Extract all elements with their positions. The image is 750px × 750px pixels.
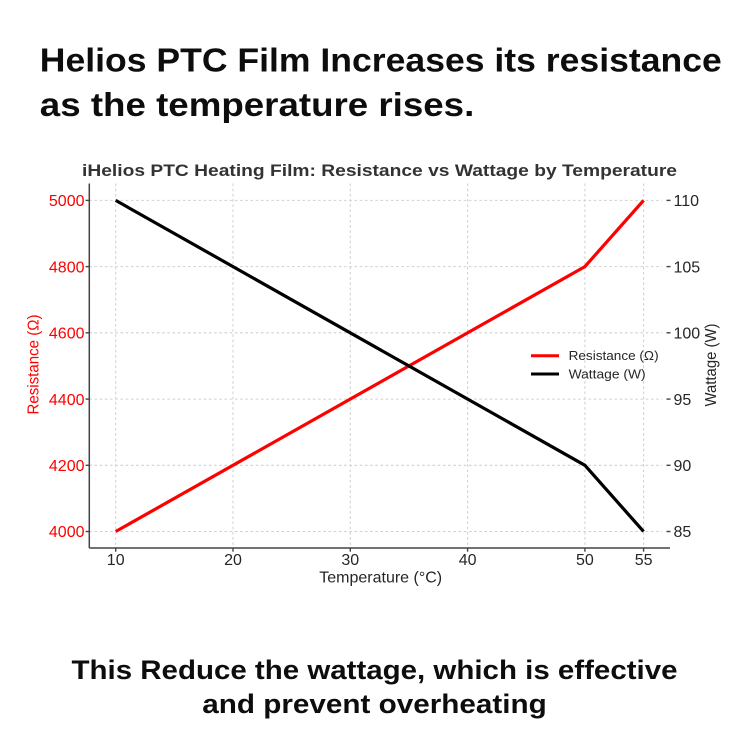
svg-text:110: 110 [674,193,700,210]
svg-text:as the temperature rises.: as the temperature rises. [40,86,475,123]
svg-text:5000: 5000 [49,193,85,210]
svg-text:Resistance (Ω): Resistance (Ω) [569,349,659,363]
svg-text:105: 105 [674,259,701,276]
svg-text:100: 100 [674,326,701,343]
svg-text:90: 90 [674,458,692,475]
svg-text:Wattage (W): Wattage (W) [569,368,646,382]
svg-text:iHelios PTC Heating Film: Resi: iHelios PTC Heating Film: Resistance vs … [82,161,677,180]
svg-text:4800: 4800 [49,259,85,276]
svg-text:This Reduce the wattage, which: This Reduce the wattage, which is effect… [72,655,678,685]
svg-text:4400: 4400 [49,392,85,409]
svg-text:4000: 4000 [49,524,85,541]
svg-text:and prevent overheating: and prevent overheating [202,689,546,719]
svg-text:4200: 4200 [49,458,85,475]
svg-text:50: 50 [576,552,594,569]
svg-text:Wattage (W): Wattage (W) [703,324,720,407]
svg-text:30: 30 [341,552,359,569]
svg-text:Temperature (°C): Temperature (°C) [319,570,442,587]
svg-text:Helios PTC Film Increases its: Helios PTC Film Increases its resistance [40,41,722,78]
svg-text:Resistance (Ω): Resistance (Ω) [26,315,43,415]
svg-text:40: 40 [459,552,477,569]
svg-text:55: 55 [635,552,653,569]
svg-text:95: 95 [674,392,692,409]
svg-text:20: 20 [224,552,242,569]
svg-text:85: 85 [674,524,692,541]
svg-text:10: 10 [107,552,125,569]
svg-text:4600: 4600 [49,326,85,343]
